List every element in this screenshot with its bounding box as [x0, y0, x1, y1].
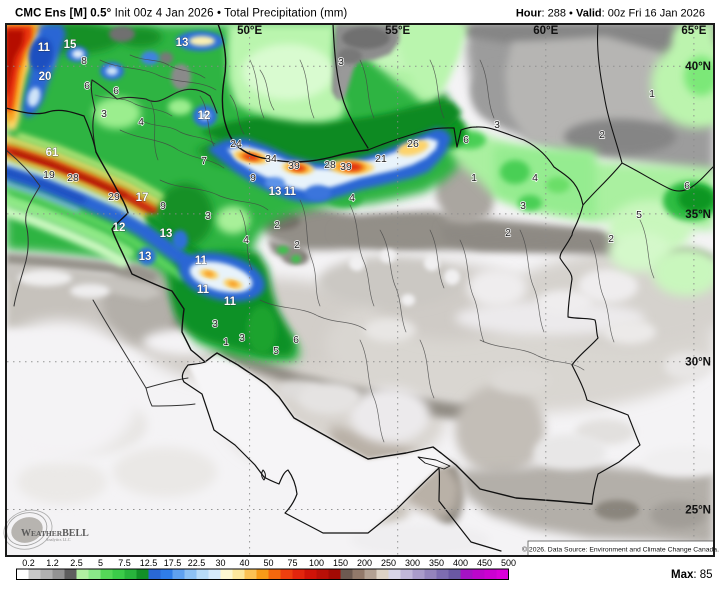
svg-text:WEATHERBELL: WEATHERBELL	[21, 528, 89, 539]
svg-text:250: 250	[381, 558, 396, 568]
svg-text:11: 11	[197, 284, 210, 296]
svg-text:25°N: 25°N	[685, 505, 711, 517]
svg-text:11: 11	[284, 186, 297, 198]
svg-text:3: 3	[205, 210, 211, 222]
svg-text:200: 200	[357, 558, 372, 568]
svg-text:2: 2	[599, 129, 605, 141]
svg-text:4: 4	[349, 192, 355, 204]
svg-text:Hour: 288 • Valid: 00z Fri 16: Hour: 288 • Valid: 00z Fri 16 Jan 2026	[516, 8, 705, 20]
svg-text:5: 5	[636, 209, 642, 221]
svg-text:4: 4	[243, 234, 249, 246]
svg-text:75: 75	[287, 558, 297, 568]
svg-text:39: 39	[288, 160, 300, 172]
svg-text:65°E: 65°E	[681, 25, 706, 37]
svg-text:50°E: 50°E	[237, 25, 262, 37]
svg-text:2: 2	[505, 227, 511, 239]
svg-text:5: 5	[98, 558, 103, 568]
svg-text:29: 29	[108, 191, 120, 203]
svg-text:35°N: 35°N	[685, 209, 711, 221]
svg-text:6: 6	[113, 85, 119, 97]
svg-text:60°E: 60°E	[533, 25, 558, 37]
svg-text:© 2026. Data Source: Environme: © 2026. Data Source: Environment and Cli…	[522, 546, 719, 554]
svg-text:3: 3	[101, 108, 107, 120]
svg-text:5: 5	[273, 345, 279, 357]
svg-text:1: 1	[649, 88, 655, 100]
svg-text:3: 3	[494, 119, 500, 131]
svg-text:17: 17	[136, 192, 149, 204]
svg-text:13: 13	[139, 251, 152, 263]
svg-text:12.5: 12.5	[140, 558, 158, 568]
svg-text:350: 350	[429, 558, 444, 568]
svg-text:4: 4	[138, 116, 144, 128]
svg-text:3: 3	[239, 332, 245, 344]
svg-text:30: 30	[215, 558, 225, 568]
svg-text:40°N: 40°N	[685, 61, 711, 73]
svg-text:30°N: 30°N	[685, 357, 711, 369]
svg-text:20: 20	[39, 71, 52, 83]
svg-text:13: 13	[160, 228, 173, 240]
svg-text:7.5: 7.5	[118, 558, 131, 568]
svg-text:2: 2	[294, 239, 300, 251]
svg-text:2.5: 2.5	[70, 558, 83, 568]
svg-text:9: 9	[160, 200, 166, 212]
svg-text:1.2: 1.2	[46, 558, 59, 568]
svg-text:50: 50	[263, 558, 273, 568]
svg-text:2: 2	[608, 233, 614, 245]
svg-text:11: 11	[195, 255, 208, 267]
svg-text:100: 100	[309, 558, 324, 568]
svg-text:150: 150	[333, 558, 348, 568]
svg-text:CMC Ens [M] 0.5° Init 00z 4 Ja: CMC Ens [M] 0.5° Init 00z 4 Jan 2026 • T…	[15, 8, 347, 20]
svg-text:39: 39	[340, 161, 352, 173]
svg-text:3: 3	[338, 56, 344, 68]
svg-text:40: 40	[239, 558, 249, 568]
svg-text:9: 9	[250, 172, 256, 184]
svg-text:28: 28	[67, 172, 79, 184]
svg-text:0.2: 0.2	[22, 558, 35, 568]
svg-text:28: 28	[324, 159, 336, 171]
svg-text:26: 26	[407, 138, 419, 150]
svg-text:7: 7	[201, 155, 207, 167]
svg-text:21: 21	[375, 153, 387, 165]
svg-text:2: 2	[274, 219, 280, 231]
svg-text:400: 400	[453, 558, 468, 568]
svg-text:13: 13	[269, 186, 282, 198]
svg-text:6: 6	[463, 134, 469, 146]
svg-text:6: 6	[84, 80, 90, 92]
svg-text:1: 1	[471, 172, 477, 184]
svg-text:Analytics LLC: Analytics LLC	[45, 537, 70, 542]
svg-text:19: 19	[43, 169, 55, 181]
svg-text:13: 13	[176, 37, 189, 49]
svg-text:8: 8	[81, 55, 87, 67]
svg-text:55°E: 55°E	[385, 25, 410, 37]
svg-text:500: 500	[501, 558, 516, 568]
svg-text:34: 34	[265, 153, 277, 165]
svg-text:300: 300	[405, 558, 420, 568]
svg-text:61: 61	[46, 147, 59, 159]
svg-text:Max: 85: Max: 85	[671, 569, 713, 581]
svg-text:12: 12	[198, 110, 211, 122]
svg-text:3: 3	[212, 318, 218, 330]
svg-text:17.5: 17.5	[164, 558, 182, 568]
svg-text:4: 4	[532, 172, 538, 184]
svg-text:6: 6	[684, 180, 690, 192]
svg-text:11: 11	[224, 296, 237, 308]
svg-text:1: 1	[223, 336, 229, 348]
svg-text:11: 11	[38, 42, 51, 54]
svg-text:15: 15	[64, 39, 77, 51]
svg-text:22.5: 22.5	[188, 558, 206, 568]
svg-text:12: 12	[113, 222, 126, 234]
svg-text:3: 3	[520, 200, 526, 212]
svg-text:450: 450	[477, 558, 492, 568]
svg-text:24: 24	[230, 138, 242, 150]
svg-text:6: 6	[293, 334, 299, 346]
